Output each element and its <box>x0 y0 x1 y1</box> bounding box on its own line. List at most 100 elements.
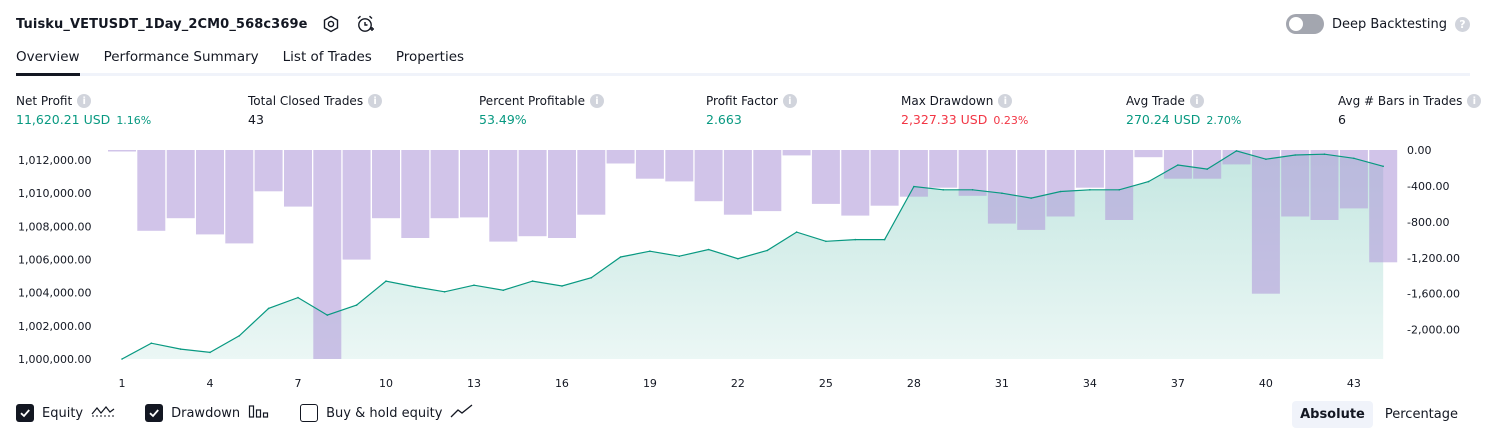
equity-point <box>150 342 153 344</box>
equity-point <box>238 335 241 337</box>
equity-point <box>1059 190 1062 193</box>
drawdown-bar <box>313 150 342 359</box>
equity-line <box>121 150 1384 360</box>
drawdown-bar <box>225 150 254 244</box>
drawdown-bar <box>460 150 488 218</box>
equity-point <box>385 280 387 282</box>
help-icon[interactable]: ? <box>1455 16 1470 32</box>
equity-point <box>1353 157 1355 160</box>
drawdown-bar <box>489 150 518 242</box>
tab-list-of-trades[interactable]: List of Trades <box>282 49 372 65</box>
equity-point <box>473 284 475 286</box>
x-tick-label: 19 <box>643 377 657 390</box>
drawdown-tick-label: -2,000.00 <box>1407 324 1460 337</box>
metric-max-drawdown: Max Drawdown i 2,327.33 USD 0.23% <box>901 94 1028 127</box>
scale-mode-toggle: Absolute Percentage <box>1292 401 1466 428</box>
metric-avg-trade: Avg Trade i 270.24 USD 2.70% <box>1126 94 1241 127</box>
x-tick-label: 43 <box>1347 377 1361 390</box>
info-icon[interactable]: i <box>1467 94 1482 108</box>
metric-value: 53.49% <box>479 112 527 127</box>
x-tick-label: 22 <box>731 377 745 390</box>
equity-point <box>942 189 944 191</box>
metric-percent: 1.16% <box>116 114 152 127</box>
equity-point <box>561 285 563 287</box>
metric-label: Total Closed Trades <box>248 94 364 108</box>
absolute-button[interactable]: Absolute <box>1292 401 1373 428</box>
equity-point <box>267 307 270 310</box>
tab-properties[interactable]: Properties <box>395 49 465 65</box>
legend-buy-hold-equity[interactable]: Buy & hold equity <box>300 403 474 423</box>
drawdown-bar <box>548 150 576 238</box>
info-icon[interactable]: i <box>368 94 383 108</box>
drawdown-bar <box>782 150 811 156</box>
drawdown-bar <box>577 150 606 215</box>
legend-equity[interactable]: Equity <box>16 403 115 423</box>
toggle-knob <box>1288 17 1303 31</box>
equity-point <box>619 256 622 258</box>
drawdown-tick-label: -1,200.00 <box>1407 252 1460 265</box>
info-icon[interactable]: i <box>77 94 92 108</box>
equity-point <box>707 248 710 251</box>
drawdown-bar <box>723 150 752 215</box>
tab-overview[interactable]: Overview <box>16 44 80 76</box>
drawdown-bar <box>1281 150 1310 217</box>
drawdown-tick-label: -1,600.00 <box>1407 288 1460 301</box>
equity-point <box>121 358 123 360</box>
equity-point <box>1265 158 1267 160</box>
drawdown-checkbox[interactable] <box>145 404 164 422</box>
legend-drawdown[interactable]: Drawdown <box>145 403 270 423</box>
drawdown-bar <box>284 150 312 207</box>
equity-tick-label: 1,008,000.00 <box>18 220 91 233</box>
drawdown-bar <box>958 150 987 196</box>
x-tick-label: 4 <box>206 377 213 390</box>
deep-backtesting-toggle[interactable] <box>1285 14 1324 34</box>
info-icon[interactable]: i <box>998 94 1013 108</box>
drawdown-tick-label: -800.00 <box>1407 216 1449 229</box>
equity-point <box>1206 168 1208 170</box>
drawdown-bar <box>1310 150 1339 220</box>
drawdown-bar <box>665 150 694 182</box>
equity-point <box>414 286 417 288</box>
drawdown-bars <box>108 150 1398 359</box>
drawdown-bar <box>841 150 870 216</box>
drawdown-tick-label: 0.00 <box>1407 144 1432 157</box>
alarm-clock-add-icon[interactable] <box>354 13 376 35</box>
equity-point <box>1118 189 1120 191</box>
tab-performance-summary[interactable]: Performance Summary <box>103 49 259 65</box>
equity-tick-label: 1,004,000.00 <box>18 287 91 300</box>
deep-backtesting: Deep Backtesting ? <box>1285 13 1470 35</box>
buy-hold-checkbox[interactable] <box>300 404 319 422</box>
equity-point <box>443 291 446 293</box>
equity-tick-label: 1,010,000.00 <box>18 187 91 200</box>
drawdown-bar <box>870 150 899 206</box>
metric-label: Percent Profitable <box>479 94 585 108</box>
equity-checkbox[interactable] <box>16 404 34 422</box>
chart-legend: Equity Drawdown Buy & hold equity <box>16 403 474 423</box>
x-tick-label: 10 <box>379 377 393 390</box>
drawdown-bar <box>694 150 723 202</box>
trade-number-axis: 1 4 7 10 13 16 19 22 25 28 31 34 37 40 43 <box>119 377 1361 390</box>
percentage-button[interactable]: Percentage <box>1384 407 1458 422</box>
equity-point <box>1177 164 1179 166</box>
equity-point <box>678 255 681 257</box>
drawdown-bar <box>635 150 664 179</box>
equity-point <box>531 280 534 282</box>
equity-point <box>766 249 769 252</box>
drawdown-bar <box>196 150 224 235</box>
drawdown-bar <box>372 150 400 219</box>
info-icon[interactable]: i <box>589 94 604 108</box>
info-icon[interactable]: i <box>782 94 797 108</box>
metric-percent-profitable: Percent Profitable i 53.49% <box>479 94 604 127</box>
legend-label: Buy & hold equity <box>326 405 443 421</box>
drawdown-tick-label: -400.00 <box>1407 180 1449 193</box>
drawdown-bar <box>899 150 928 197</box>
drawdown-bar <box>606 150 635 164</box>
metrics-row: Net Profit i 11,620.21 USD 1.16% Total Clo… <box>0 94 1486 134</box>
info-icon[interactable]: i <box>1189 94 1204 108</box>
strategy-header: Tuisku_VETUSDT_1Day_2CM0_568c369e <box>16 12 376 36</box>
equity-tick-label: 1,002,000.00 <box>18 320 91 333</box>
settings-icon[interactable] <box>320 13 342 35</box>
equity-point <box>795 231 798 233</box>
drawdown-bar <box>1017 150 1046 230</box>
drawdown-bar <box>1222 150 1251 165</box>
